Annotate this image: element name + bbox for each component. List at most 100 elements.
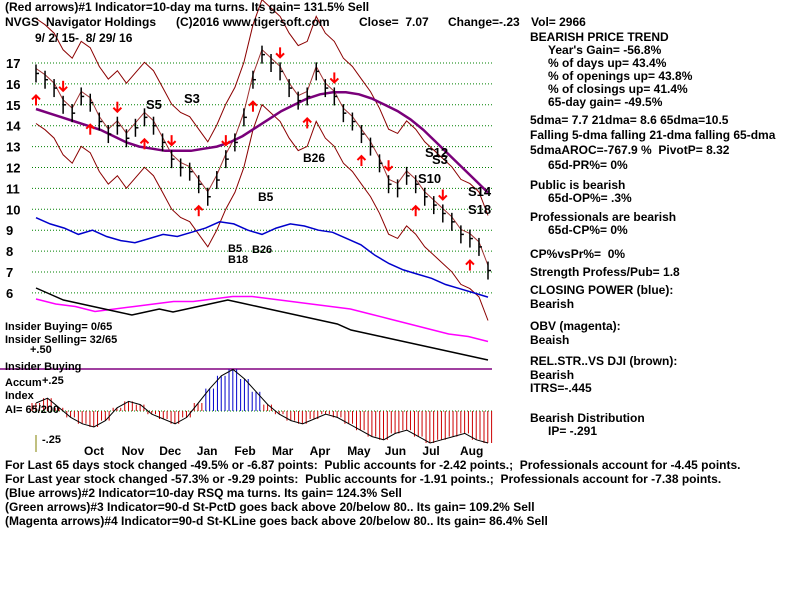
signal-s3: S3	[184, 91, 200, 106]
lower-band	[35, 103, 489, 321]
label-plus25: +.25	[42, 375, 64, 387]
signal-labels: S5 S3 B26 B5 B5 B18 B26 S12 S3 S10 S14 S…	[146, 91, 492, 266]
chart-grid	[0, 62, 492, 452]
green-arrows-indicator: (Green arrows)#3 Indicator=90-d St-PctD …	[5, 500, 535, 514]
arrow-head	[112, 106, 123, 114]
signal-b5-low: B5	[228, 243, 242, 255]
rel-str-line	[35, 287, 489, 361]
arrow-head	[383, 165, 394, 172]
falling-ma: Falling 5-dma falling 21-dma falling 65-…	[530, 128, 776, 142]
arrow-head	[31, 94, 41, 101]
aroc-pivot: 5dmaAROC=-767.9 % PivotP= 8.32	[530, 143, 730, 157]
pct-days-up: % of days up= 43.4%	[548, 56, 667, 70]
insider-selling-count: Insider Selling= 32/65	[5, 334, 118, 346]
signal-arrows	[31, 47, 475, 271]
strength-ratio: Strength Profess/Pub= 1.8	[530, 265, 680, 279]
signal-b5: B5	[258, 190, 274, 204]
y-tick-16: 16	[6, 77, 20, 92]
ai-value: AI= 65/200	[5, 404, 60, 416]
arrow-head	[329, 77, 340, 84]
distribution-title: Bearish Distribution	[530, 411, 645, 425]
closing-power-value: Bearish	[530, 297, 575, 311]
closing-power-title: CLOSING POWER (blue):	[530, 283, 674, 297]
x-tick-jun: Jun	[385, 444, 406, 458]
y-tick-13: 13	[6, 140, 20, 155]
arrow-head	[85, 123, 95, 130]
y-tick-15: 15	[6, 98, 20, 113]
arrow-head	[194, 204, 204, 211]
trend-title: BEARISH PRICE TREND	[530, 30, 669, 44]
header-ticker: NVGS	[5, 15, 40, 29]
relstr-title: REL.STR..VS DJI (brown):	[530, 354, 678, 368]
arrow-head	[166, 140, 177, 147]
obv-line	[35, 295, 489, 343]
arrow-head	[275, 52, 285, 59]
cp-pct: 65d-CP%= 0%	[548, 223, 628, 237]
arrow-head	[438, 194, 448, 201]
signal-s5: S5	[146, 97, 162, 112]
indicator-lines	[35, 91, 489, 361]
public-bearish: Public is bearish	[530, 178, 626, 192]
pr-pct: 65d-PR%= 0%	[548, 158, 628, 172]
y-tick-11: 11	[6, 181, 20, 196]
arrow-head	[302, 117, 312, 124]
x-tick-apr: Apr	[310, 444, 331, 458]
signal-s12: S12	[425, 145, 448, 160]
arrow-head	[58, 86, 68, 93]
blue-arrows-indicator: (Blue arrows)#2 Indicator=10-day RSQ ma …	[5, 486, 402, 500]
insider-buying-label: Insider Buying	[5, 361, 82, 373]
signal-b26-top: B26	[303, 151, 325, 165]
signal-s10: S10	[418, 171, 441, 186]
ma21-line	[35, 48, 489, 266]
pct-openings-up: % of openings up= 43.8%	[548, 69, 693, 83]
header-change: Change=-.23	[448, 15, 520, 29]
price-bars	[35, 45, 491, 280]
header-company: Navigator Holdings	[46, 15, 157, 29]
header-site: (C)2016 www.tigersoft.com	[176, 15, 330, 29]
op-pct: 65d-OP%= .3%	[548, 191, 632, 205]
y-tick-8: 8	[6, 244, 13, 259]
x-tick-oct: Oct	[84, 444, 104, 458]
y-tick-9: 9	[6, 223, 13, 238]
arrow-head	[465, 259, 475, 266]
insider-buying-count: Insider Buying= 0/65	[5, 321, 113, 333]
y-tick-7: 7	[6, 265, 13, 280]
ip-value: IP= -.291	[548, 424, 598, 438]
y-tick-12: 12	[6, 161, 20, 176]
upper-band	[35, 0, 489, 216]
summary-year: For Last year stock changed -57.3% or -9…	[5, 472, 722, 486]
pct-closings-up: % of closings up= 41.4%	[548, 82, 688, 96]
x-tick-nov: Nov	[122, 444, 145, 458]
accum-index-histogram	[31, 368, 493, 444]
price-chart: 17 16 15 14 13 12 11 10 9 8 7 6 Oct Nov Dec Jan Feb Mar A…	[0, 0, 493, 458]
ma65-line	[35, 91, 489, 194]
signal-s3-late: S3	[432, 152, 448, 167]
arrow-head	[410, 204, 421, 211]
itrs-value: ITRS=-.445	[530, 381, 592, 395]
ma-values: 5dma= 7.7 21dma= 8.6 65dma=10.5	[530, 113, 729, 127]
signal-b18: B18	[228, 254, 248, 266]
y-tick-17: 17	[6, 56, 20, 71]
arrow-head	[356, 154, 367, 161]
date-range: 9/ 2/ 15- 8/ 29/ 16	[35, 31, 133, 45]
x-tick-jul: Jul	[422, 444, 439, 458]
header-line1: (Red arrows)#1 Indicator=10-day ma turns…	[5, 0, 370, 14]
y-tick-14: 14	[6, 119, 21, 134]
day65-gain: 65-day gain= -49.5%	[548, 95, 663, 109]
cp-vs-pr: CP%vsPr%= 0%	[530, 247, 626, 261]
signal-s18: S18	[468, 202, 491, 217]
professionals-bearish: Professionals are bearish	[530, 210, 677, 224]
x-tick-feb: Feb	[234, 444, 255, 458]
x-tick-mar: Mar	[272, 444, 294, 458]
summary-65days: For Last 65 days stock changed -49.5% or…	[5, 458, 741, 472]
x-tick-dec: Dec	[159, 444, 181, 458]
label-plus50: +.50	[30, 344, 52, 356]
obv-title: OBV (magenta):	[530, 319, 621, 333]
x-tick-may: May	[347, 444, 371, 458]
obv-value: Beaish	[530, 333, 570, 347]
x-tick-labels: Oct Nov Dec Jan Feb Mar Apr May Jun Jul Aug	[84, 444, 483, 458]
arrow-head	[248, 100, 258, 107]
label-minus25: -.25	[42, 434, 61, 446]
signal-s14: S14	[468, 184, 492, 199]
x-tick-aug: Aug	[460, 444, 483, 458]
